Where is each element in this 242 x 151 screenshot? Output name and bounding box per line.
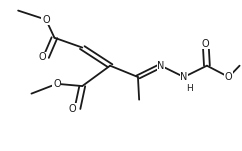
Text: O: O [53,79,61,89]
Text: N: N [180,72,188,82]
Text: N: N [157,61,165,71]
Text: H: H [187,84,193,93]
Text: O: O [225,72,233,82]
Text: O: O [42,15,50,25]
Text: O: O [202,39,210,49]
Text: O: O [38,52,46,62]
Text: O: O [68,104,76,114]
